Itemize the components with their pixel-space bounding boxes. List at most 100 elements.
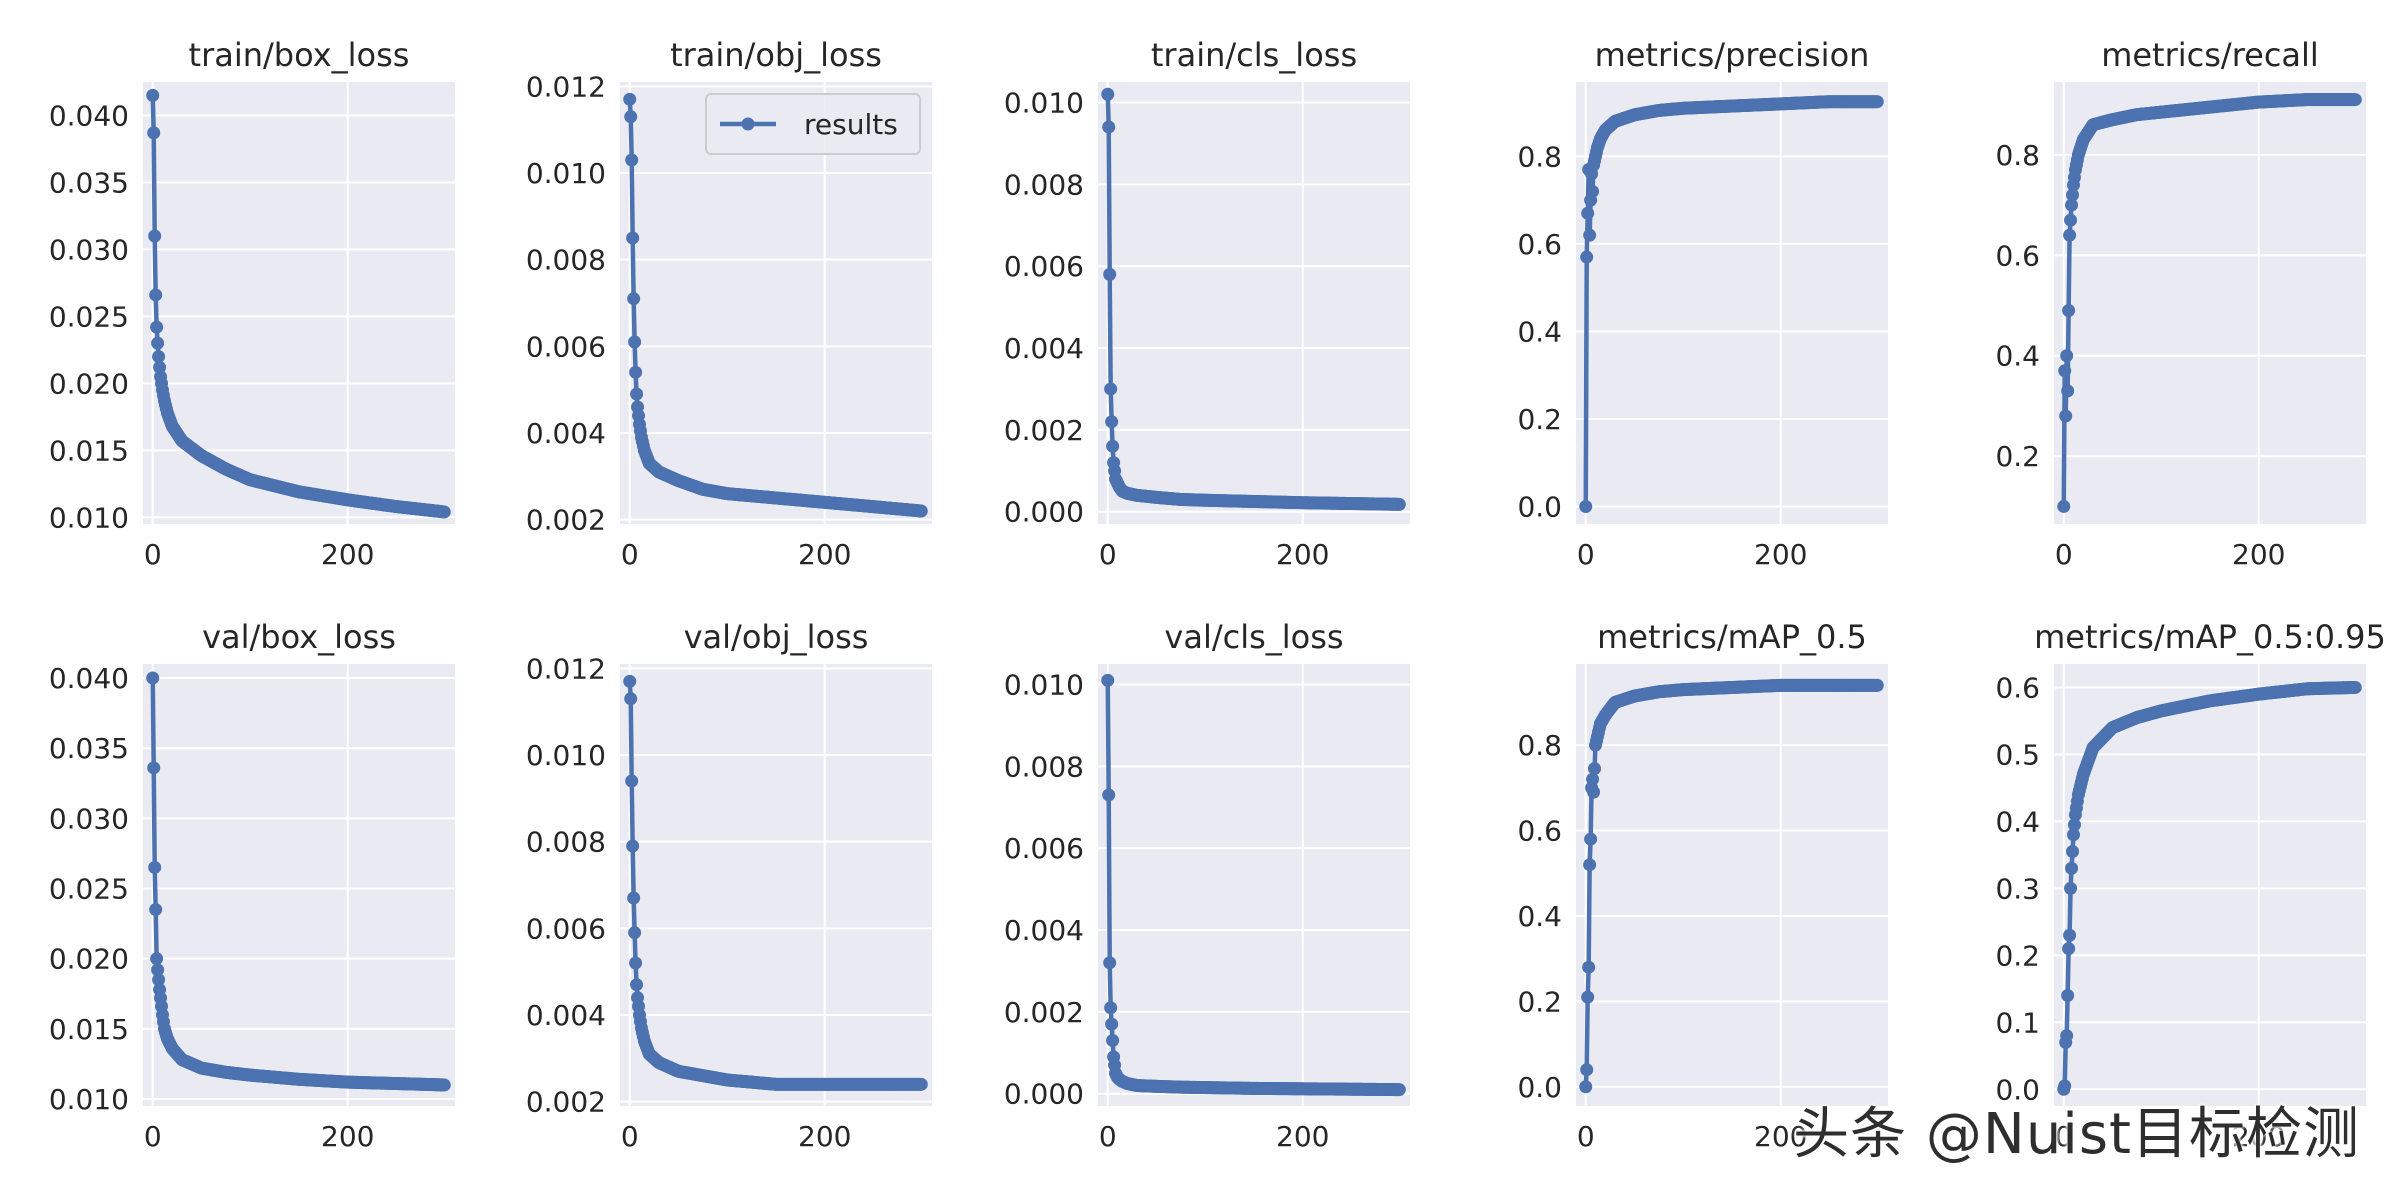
y-tick-label: 0.2 [1995, 939, 2040, 972]
y-tick-label: 0.6 [1995, 239, 2040, 272]
chart-title: train/cls_loss [1151, 36, 1357, 74]
data-point [1392, 1083, 1406, 1097]
y-tick-label: 0.004 [1004, 332, 1084, 365]
data-point [153, 360, 167, 374]
data-point [628, 926, 642, 940]
plot-area [2054, 664, 2366, 1106]
data-point [1583, 228, 1597, 242]
data-point [151, 336, 165, 350]
data-point [148, 860, 162, 874]
data-point [1102, 120, 1116, 134]
data-point [152, 350, 166, 364]
y-tick-label: 0.8 [1517, 729, 1562, 762]
y-tick-label: 0.2 [1995, 440, 2040, 473]
data-point [1579, 500, 1593, 513]
y-tick-label: 0.004 [526, 999, 606, 1032]
data-point [2058, 364, 2072, 378]
chart-title: val/obj_loss [684, 618, 869, 656]
data-point [627, 292, 641, 306]
y-tick-label: 0.0 [1517, 490, 1562, 523]
y-tick-label: 0.002 [1004, 996, 1084, 1029]
data-point [2067, 818, 2081, 832]
y-tick-label: 0.006 [1004, 832, 1084, 865]
plot-area [1576, 664, 1888, 1106]
data-point [625, 153, 639, 167]
data-point [2065, 198, 2079, 212]
data-point [1105, 415, 1119, 429]
y-tick-label: 0.0 [1517, 1071, 1562, 1104]
data-point [2064, 881, 2078, 895]
data-point [1580, 1063, 1594, 1077]
data-point [1586, 772, 1600, 786]
legend-label: results [804, 108, 898, 141]
data-point [1106, 1034, 1120, 1048]
y-tick-label: 0.020 [49, 943, 129, 976]
plot-area [1098, 82, 1410, 524]
data-point [1579, 1080, 1593, 1094]
y-tick-label: 0.002 [526, 504, 606, 537]
chart-title: metrics/mAP_0.5:0.95 [2034, 618, 2386, 656]
data-point [630, 387, 644, 401]
data-point [1101, 673, 1115, 687]
data-point [914, 504, 928, 518]
plot-area [620, 664, 932, 1106]
data-point [1104, 1001, 1118, 1015]
y-tick-label: 0.010 [1004, 668, 1084, 701]
x-tick-label: 200 [1276, 1120, 1329, 1153]
chart-title: val/box_loss [202, 618, 396, 656]
y-tick-label: 0.2 [1517, 985, 1562, 1018]
data-point [2064, 213, 2078, 227]
y-tick-label: 0.035 [49, 732, 129, 765]
data-point [1103, 956, 1117, 970]
y-tick-label: 0.015 [49, 1013, 129, 1046]
data-point [148, 229, 162, 243]
data-point [2348, 93, 2362, 107]
chart-title: metrics/precision [1595, 36, 1870, 74]
data-point [1101, 87, 1115, 101]
data-point [152, 973, 166, 987]
data-point [146, 88, 160, 102]
y-tick-label: 0.6 [1995, 671, 2040, 704]
data-point [437, 1078, 451, 1092]
data-point [1581, 206, 1595, 220]
data-point [1105, 1017, 1119, 1031]
chart-6: 0.002 0.004 0.006 0.008 0.010 0.012 0 200 val/ob… [526, 618, 932, 1153]
y-tick-label: 0.010 [49, 501, 129, 534]
data-point [2058, 1079, 2072, 1093]
chart-title: train/box_loss [189, 36, 410, 74]
x-tick-label: 200 [798, 1120, 851, 1153]
data-point [2059, 409, 2073, 423]
data-point [151, 963, 165, 977]
chart-4: 0.2 0.4 0.6 0.8 0 200 metrics/recall [1995, 36, 2366, 571]
chart-0: 0.010 0.015 0.020 0.025 0.030 0.035 0.040 0 200 t… [49, 36, 455, 571]
y-tick-label: 0.002 [1004, 414, 1084, 447]
chart-title: metrics/recall [2101, 36, 2319, 74]
y-tick-label: 0.000 [1004, 1078, 1084, 1111]
x-tick-label: 0 [1577, 538, 1595, 571]
legend-box [705, 93, 921, 155]
y-tick-label: 0.008 [526, 244, 606, 277]
x-tick-label: 200 [798, 538, 851, 571]
data-point [1106, 439, 1120, 453]
data-point [627, 891, 641, 905]
data-point [2067, 828, 2080, 842]
data-point [1392, 497, 1406, 511]
data-point [625, 774, 639, 788]
data-point [1586, 184, 1600, 198]
y-tick-label: 0.004 [526, 417, 606, 450]
data-point [626, 839, 640, 853]
data-point [147, 126, 161, 140]
chart-1: 0.002 0.004 0.006 0.008 0.010 0.012 0 200 train/… [526, 36, 932, 571]
data-point [2066, 845, 2080, 859]
data-point [1587, 785, 1601, 799]
x-tick-label: 200 [321, 1120, 374, 1153]
y-tick-label: 0.4 [1995, 805, 2040, 838]
y-tick-label: 0.4 [1995, 340, 2040, 373]
y-tick-label: 0.030 [49, 802, 129, 835]
data-point [149, 288, 163, 302]
data-point [624, 110, 638, 124]
x-tick-label: 0 [144, 538, 162, 571]
x-tick-label: 0 [1099, 1120, 1117, 1153]
y-tick-label: 0.025 [49, 873, 129, 906]
x-tick-label: 0 [144, 1120, 162, 1153]
